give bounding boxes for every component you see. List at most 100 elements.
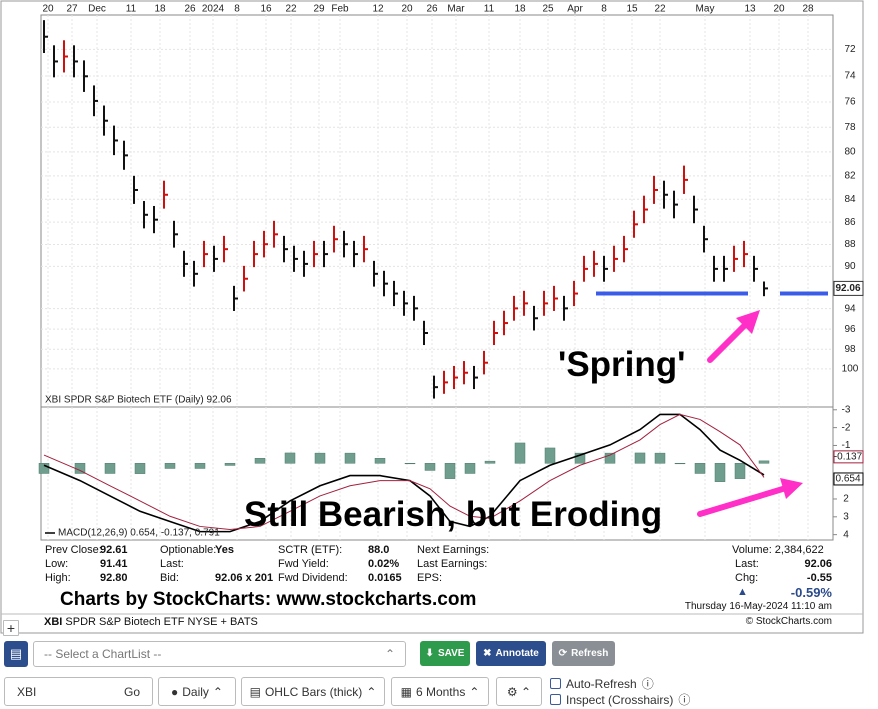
histogram-bar	[224, 463, 236, 466]
info-value: 88.0	[368, 544, 390, 556]
last-value: 92.06	[804, 558, 832, 570]
y-tick-label: -3	[842, 404, 851, 415]
style-text: OHLC Bars (thick)	[264, 684, 363, 699]
refresh-button[interactable]: ⟳ Refresh	[552, 641, 615, 666]
histogram-bar	[464, 463, 476, 474]
histogram-bar	[714, 463, 726, 482]
x-tick-label: 11	[484, 4, 495, 15]
value-tag	[833, 450, 864, 464]
period-text: Daily	[182, 684, 209, 699]
y-tick-label: 96	[844, 324, 856, 335]
y-tick-label: 4	[843, 529, 849, 540]
x-tick-label: 28	[802, 4, 814, 15]
chg-label: Chg:	[735, 572, 759, 584]
x-tick-label: 18	[514, 4, 526, 15]
x-tick-label: 8	[601, 4, 607, 15]
settings-button[interactable]: ⚙ ⌃	[496, 677, 542, 706]
x-tick-label: Dec	[88, 4, 106, 15]
y-tick-label: 86	[844, 217, 856, 228]
save-text: SAVE	[437, 648, 465, 659]
info-label: Last:	[160, 558, 184, 570]
pct-value: -0.59%	[790, 585, 832, 600]
histogram-bar	[544, 447, 556, 464]
chartlist-select[interactable]: -- Select a ChartList -- ⌃	[33, 641, 406, 667]
x-tick-label: 22	[654, 4, 666, 15]
y-tick-label: 98	[844, 344, 856, 355]
go-text[interactable]: Go	[123, 684, 140, 699]
refresh-text: Refresh	[571, 648, 609, 659]
info-value: 91.41	[100, 558, 128, 570]
annotate-text: Annotate	[495, 648, 539, 659]
x-tick-label: 16	[260, 4, 272, 15]
histogram-bar	[634, 452, 646, 464]
range-button[interactable]: ▦ 6 Months ⌃	[391, 677, 489, 706]
info-value: 92.61	[100, 544, 128, 556]
save-button[interactable]: ⬇ SAVE	[420, 641, 470, 666]
histogram-bar	[404, 463, 416, 465]
last-price-tag	[833, 280, 864, 296]
y-tick-label: 76	[844, 97, 856, 108]
y-tick-label: 78	[844, 122, 856, 133]
histogram-bar	[514, 442, 526, 464]
timestamp: Thursday 16-May-2024 11:10 am	[684, 601, 832, 612]
x-tick-label: 25	[542, 4, 554, 15]
indicator-line	[43, 413, 765, 533]
range-text: 6 Months	[415, 684, 466, 699]
plot-area	[40, 14, 834, 541]
x-tick-label: 29	[313, 4, 325, 15]
annotate-button[interactable]: ✖ Annotate	[476, 641, 546, 666]
histogram-bar	[674, 463, 686, 465]
x-tick-label: 20	[42, 4, 54, 15]
histogram-bar	[314, 452, 326, 464]
x-tick-label: 20	[401, 4, 413, 15]
x-tick-label: 27	[66, 4, 78, 15]
x-tick-label: 20	[773, 4, 785, 15]
histogram-bar	[654, 452, 666, 464]
histogram-bar	[574, 452, 586, 464]
spring-label: 'Spring'	[558, 345, 686, 384]
x-tick-label: Mar	[447, 4, 465, 15]
histogram-bar	[194, 463, 206, 469]
info-label: Fwd Yield:	[278, 558, 329, 570]
info-label: Bid:	[160, 572, 179, 584]
info-label: High:	[45, 572, 71, 584]
bearish-label: Still Bearish, but Eroding	[244, 495, 663, 534]
footer-symbol: XBI SPDR S&P Biotech ETF NYSE + BATS	[44, 616, 258, 628]
histogram-bar	[164, 463, 176, 469]
y-tick-label: 2	[843, 494, 849, 505]
inspect[interactable]: Inspect (Crosshairs) ⓘ	[550, 691, 690, 708]
x-tick-label: Apr	[567, 4, 583, 15]
indicator-line	[43, 413, 765, 530]
style-button[interactable]: ▤ OHLC Bars (thick) ⌃	[241, 677, 385, 706]
expand-button[interactable]: +	[3, 620, 19, 636]
histogram-bar	[254, 458, 266, 464]
info-label: EPS:	[417, 572, 443, 584]
credit: Charts by StockCharts: www.stockcharts.c…	[60, 589, 477, 610]
symbol-name: SPDR S&P Biotech ETF NYSE + BATS	[65, 616, 258, 628]
y-tick-label: -2	[842, 422, 851, 433]
histogram-bar	[344, 452, 356, 464]
period-button[interactable]: ● Daily ⌃	[158, 677, 236, 706]
y-tick-label: 3	[843, 511, 849, 522]
info-label: Prev Close:	[45, 544, 102, 556]
volume: Volume: 2,384,622	[732, 544, 824, 556]
histogram-bar	[284, 452, 296, 464]
x-tick-label: 26	[184, 4, 196, 15]
chart-icon[interactable]: ▤	[4, 641, 28, 667]
y-tick-label: 90	[844, 261, 856, 272]
x-tick-label: 22	[285, 4, 297, 15]
histogram-bar	[134, 463, 146, 474]
x-tick-label: May	[696, 4, 715, 15]
y-tick-label: 80	[844, 146, 856, 157]
histogram-bar	[758, 460, 770, 464]
histogram-bar	[734, 463, 746, 479]
y-tick-label: 100	[842, 363, 859, 374]
symbol-text: XBI	[17, 684, 37, 699]
value-tag	[833, 472, 864, 486]
y-tick-label: 88	[844, 239, 856, 250]
last-price-label: 92.06	[835, 283, 860, 294]
chg-value: -0.55	[806, 572, 832, 584]
histogram-bar	[38, 463, 50, 474]
symbol-input[interactable]: XBI Go	[4, 677, 153, 706]
auto-refresh[interactable]: Auto-Refresh ⓘ	[550, 675, 654, 692]
